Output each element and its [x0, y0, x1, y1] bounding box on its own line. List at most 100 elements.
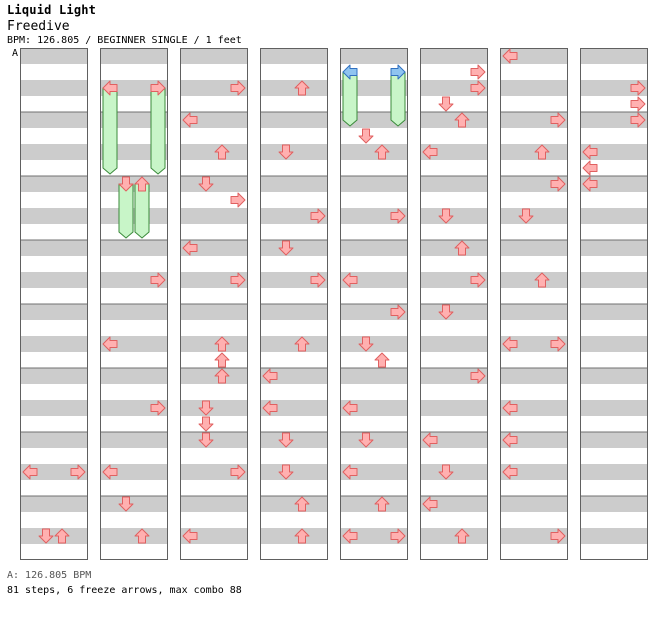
arrow-down-icon	[198, 176, 214, 192]
arrow-right-icon	[150, 400, 166, 416]
arrow-left-icon	[102, 336, 118, 352]
column-border	[20, 48, 88, 560]
freeze-arrow-body	[342, 71, 358, 127]
beat-stripe	[20, 368, 88, 384]
freeze-arrow-body	[118, 183, 134, 239]
beat-stripe	[580, 368, 648, 384]
beat-stripe	[500, 304, 568, 320]
arrow-right-icon	[470, 368, 486, 384]
beat-stripe	[420, 400, 488, 416]
arrow-right-icon	[230, 80, 246, 96]
arrow-right-icon	[550, 112, 566, 128]
arrow-right-icon	[230, 272, 246, 288]
arrow-up-icon	[294, 496, 310, 512]
column-border	[340, 48, 408, 560]
arrow-right-icon	[550, 528, 566, 544]
beat-stripe	[260, 496, 328, 512]
beat-stripe	[20, 240, 88, 256]
arrow-up-icon	[374, 144, 390, 160]
beat-stripe	[100, 48, 168, 64]
step-stats: 81 steps, 6 freeze arrows, max combo 88	[7, 585, 242, 596]
beat-stripe	[500, 80, 568, 96]
arrow-right-icon	[470, 64, 486, 80]
arrow-left-icon	[262, 368, 278, 384]
chart-column	[260, 48, 328, 560]
arrow-left-icon	[422, 144, 438, 160]
beat-stripe	[340, 368, 408, 384]
beat-stripe	[100, 240, 168, 256]
arrow-right-icon	[550, 176, 566, 192]
beat-stripe	[580, 528, 648, 544]
arrow-left-icon	[502, 432, 518, 448]
beat-stripe	[580, 304, 648, 320]
beat-stripe	[20, 528, 88, 544]
bpm-footer: A: 126.805 BPM	[7, 570, 92, 581]
arrow-left-icon	[342, 64, 358, 80]
beat-stripe	[500, 496, 568, 512]
arrow-up-icon	[534, 272, 550, 288]
beat-stripe	[20, 176, 88, 192]
arrow-up-icon	[454, 240, 470, 256]
beat-stripe	[420, 48, 488, 64]
beat-stripe	[20, 208, 88, 224]
arrow-left-icon	[502, 48, 518, 64]
arrow-left-icon	[502, 464, 518, 480]
arrow-left-icon	[342, 400, 358, 416]
beat-stripe	[180, 400, 248, 416]
beat-stripe	[260, 176, 328, 192]
column-border	[420, 48, 488, 560]
arrow-left-icon	[342, 528, 358, 544]
beat-stripe	[180, 304, 248, 320]
beat-stripe	[260, 528, 328, 544]
beat-stripe	[500, 208, 568, 224]
arrow-left-icon	[22, 464, 38, 480]
arrow-up-icon	[374, 352, 390, 368]
beat-stripe	[340, 48, 408, 64]
beat-stripe	[260, 464, 328, 480]
beat-stripe	[580, 432, 648, 448]
beat-stripe	[100, 304, 168, 320]
arrow-down-icon	[118, 176, 134, 192]
beat-stripe	[180, 144, 248, 160]
beat-stripe	[20, 496, 88, 512]
arrow-down-icon	[278, 432, 294, 448]
chart-column	[420, 48, 488, 560]
beat-stripe	[500, 368, 568, 384]
beat-stripe	[260, 336, 328, 352]
arrow-left-icon	[342, 272, 358, 288]
beat-stripe	[100, 368, 168, 384]
beat-stripe	[500, 144, 568, 160]
bpm-section-marker: A	[12, 48, 19, 59]
beat-stripe	[180, 48, 248, 64]
song-title: Liquid Light	[7, 3, 97, 17]
arrow-right-icon	[390, 64, 406, 80]
beat-stripe	[420, 112, 488, 128]
beat-stripe	[260, 240, 328, 256]
arrow-up-icon	[214, 352, 230, 368]
beat-stripe	[580, 240, 648, 256]
arrow-left-icon	[102, 80, 118, 96]
arrow-down-icon	[198, 400, 214, 416]
beat-stripe	[20, 304, 88, 320]
beat-stripe	[100, 208, 168, 224]
beat-stripe	[500, 240, 568, 256]
arrow-up-icon	[214, 144, 230, 160]
arrow-down-icon	[438, 208, 454, 224]
arrow-up-icon	[454, 112, 470, 128]
arrow-left-icon	[422, 496, 438, 512]
arrow-down-icon	[358, 128, 374, 144]
arrow-down-icon	[438, 464, 454, 480]
column-border	[580, 48, 648, 560]
beat-stripe	[420, 208, 488, 224]
arrow-down-icon	[198, 432, 214, 448]
beat-stripe	[20, 80, 88, 96]
arrow-up-icon	[534, 144, 550, 160]
arrow-left-icon	[182, 528, 198, 544]
arrow-right-icon	[470, 272, 486, 288]
arrow-right-icon	[230, 192, 246, 208]
arrow-up-icon	[134, 176, 150, 192]
arrow-down-icon	[118, 496, 134, 512]
beat-stripe	[260, 144, 328, 160]
arrow-down-icon	[518, 208, 534, 224]
